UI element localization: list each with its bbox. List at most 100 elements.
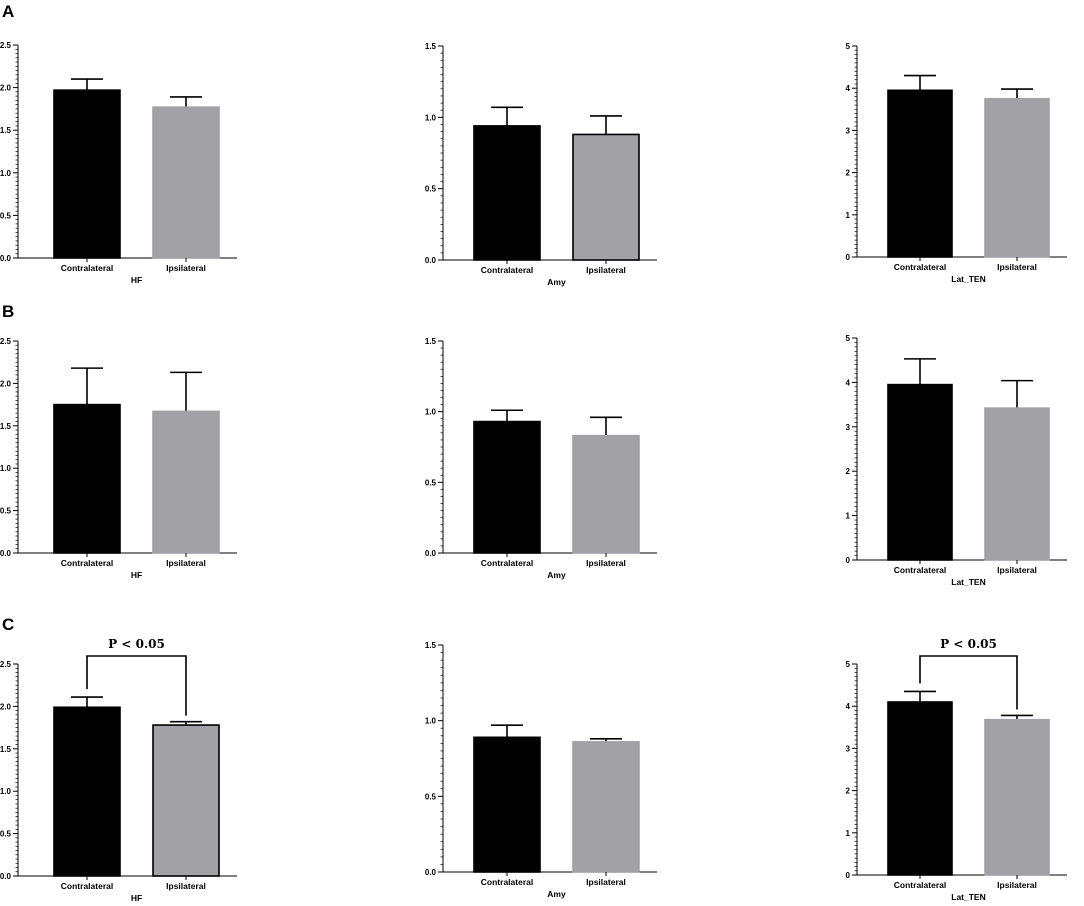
x-category-label: Contralateral (61, 263, 113, 273)
x-category-label: Ipsilateral (166, 263, 206, 273)
y-tick-label: 0.0 (0, 254, 12, 263)
x-category-label: Contralateral (894, 565, 946, 575)
x-axis-label: HF (131, 893, 142, 903)
chart-0-2: 0 1 2 3 4 5 Contralateral Ipsilateral Lat_TEN (846, 42, 1067, 284)
panel-letter-b: B (2, 302, 14, 321)
y-tick-label: 4 (846, 84, 851, 93)
y-tick-label: 0.5 (0, 830, 12, 839)
x-category-label: Ipsilateral (166, 881, 206, 891)
bar-contralateral (473, 125, 541, 261)
bar-ipsilateral (984, 407, 1050, 561)
x-axis-label: Amy (547, 889, 566, 899)
x-category-label: Ipsilateral (166, 558, 206, 568)
x-category-label: Contralateral (61, 881, 113, 891)
x-category-label: Ipsilateral (586, 265, 626, 275)
x-category-label: Contralateral (894, 880, 946, 890)
y-tick-label: 1.5 (425, 42, 437, 51)
chart-0-1: 0.0 0.5 1.0 1.5 Contralateral Ipsilateral Amy (425, 42, 657, 287)
y-tick-label: 1.0 (0, 464, 12, 473)
significance-bracket (86, 655, 187, 716)
y-tick-label: 0 (846, 556, 851, 565)
y-tick-label: 0.0 (0, 549, 12, 558)
x-category-label: Ipsilateral (586, 877, 626, 887)
x-category-label: Contralateral (481, 558, 533, 568)
y-tick-label: 4 (846, 378, 851, 387)
chart-2-1: 0.0 0.5 1.0 1.5 Contralateral Ipsilateral Amy (425, 641, 657, 899)
chart-2-2: 0 1 2 3 4 5 Contralateral Ipsilateral Lat_TEN P <… (846, 637, 1067, 902)
y-tick-label: 5 (846, 334, 851, 343)
x-category-label: Ipsilateral (586, 558, 626, 568)
chart-2-0: 0.0 0.5 1.0 1.5 2.0 2.5 Contralateral Ipsilater… (0, 637, 237, 903)
chart-1-1: 0.0 0.5 1.0 1.5 Contralateral Ipsilateral Amy (425, 337, 657, 580)
x-axis-label: HF (131, 570, 142, 580)
y-tick-label: 1 (846, 211, 851, 220)
y-tick-label: 1.0 (0, 169, 12, 178)
y-tick-label: 5 (846, 42, 851, 51)
y-tick-label: 5 (846, 660, 851, 669)
y-tick-label: 0.0 (425, 549, 437, 558)
bar-contralateral (53, 403, 121, 554)
y-tick-label: 2 (846, 467, 851, 476)
x-category-label: Ipsilateral (997, 565, 1037, 575)
bar-ipsilateral (572, 434, 640, 554)
y-tick-label: 2 (846, 787, 851, 796)
y-tick-label: 0.5 (425, 478, 437, 487)
bar-contralateral (887, 701, 953, 876)
significance-bracket (919, 655, 1018, 710)
charts-layer: 0.0 0.5 1.0 1.5 2.0 2.5 Contralateral Ipsilater… (0, 41, 1067, 903)
y-tick-label: 0.0 (425, 256, 437, 265)
bar-ipsilateral (984, 97, 1050, 258)
y-tick-label: 0.0 (425, 868, 437, 877)
y-tick-label: 1 (846, 829, 851, 838)
y-tick-label: 1.5 (425, 337, 437, 346)
chart-0-0: 0.0 0.5 1.0 1.5 2.0 2.5 Contralateral Ipsilater… (0, 41, 237, 285)
y-tick-label: 1.5 (425, 641, 437, 650)
panel-letter-c: C (2, 615, 14, 634)
y-tick-label: 2.5 (0, 337, 12, 346)
bar-contralateral (887, 89, 953, 258)
bar-contralateral (53, 89, 121, 259)
y-tick-label: 0.5 (425, 792, 437, 801)
bar-contralateral (473, 420, 541, 554)
y-tick-label: 2.0 (0, 702, 12, 711)
y-tick-label: 0 (846, 253, 851, 262)
y-tick-label: 0.5 (0, 211, 12, 220)
y-tick-label: 2 (846, 169, 851, 178)
bar-ipsilateral (572, 741, 640, 873)
y-tick-label: 2.5 (0, 660, 12, 669)
y-tick-label: 2.5 (0, 41, 12, 50)
y-tick-label: 0 (846, 871, 851, 880)
bar-ipsilateral (152, 410, 220, 554)
y-tick-label: 1.5 (0, 745, 12, 754)
y-tick-label: 4 (846, 702, 851, 711)
x-axis-label: Amy (547, 277, 566, 287)
y-tick-label: 0.5 (425, 185, 437, 194)
y-tick-label: 3 (846, 126, 851, 135)
y-tick-label: 2.0 (0, 84, 12, 93)
y-tick-label: 0.0 (0, 872, 12, 881)
significance-label: P < 0.05 (108, 637, 165, 651)
x-axis-label: Lat_TEN (951, 577, 985, 587)
y-tick-label: 1 (846, 512, 851, 521)
y-tick-label: 3 (846, 744, 851, 753)
bar-contralateral (53, 706, 121, 877)
x-category-label: Ipsilateral (997, 880, 1037, 890)
y-tick-label: 1.0 (425, 717, 437, 726)
chart-1-0: 0.0 0.5 1.0 1.5 2.0 2.5 Contralateral Ipsilater… (0, 337, 237, 580)
x-category-label: Contralateral (61, 558, 113, 568)
x-axis-label: Lat_TEN (951, 892, 985, 902)
panel-letter-a: A (2, 2, 14, 21)
x-axis-label: Lat_TEN (951, 274, 985, 284)
y-tick-label: 1.0 (425, 408, 437, 417)
x-category-label: Contralateral (481, 265, 533, 275)
bar-contralateral (887, 383, 953, 561)
y-tick-label: 1.5 (0, 126, 12, 135)
x-axis-label: HF (131, 275, 142, 285)
bar-ipsilateral (984, 718, 1050, 876)
bar-contralateral (473, 736, 541, 873)
y-tick-label: 1.0 (0, 787, 12, 796)
y-tick-label: 2.0 (0, 379, 12, 388)
y-tick-label: 1.0 (425, 113, 437, 122)
x-category-label: Contralateral (481, 877, 533, 887)
